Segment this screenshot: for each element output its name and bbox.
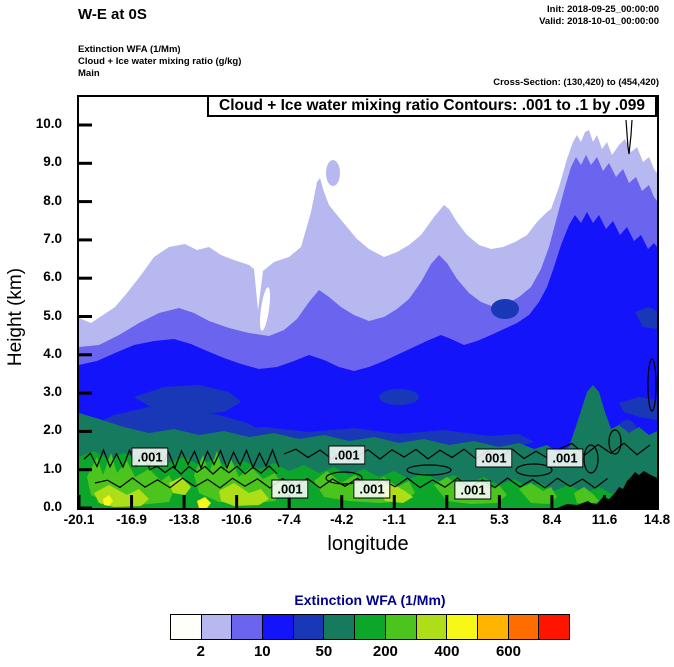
cloud-contour-label: .001 [454, 480, 492, 500]
cloud-contour-label: .001 [271, 479, 309, 499]
terrain [557, 471, 657, 508]
y-tick-label: 6.0 [43, 269, 62, 285]
colorbar-cell [539, 615, 569, 639]
colorbar-label: 50 [315, 643, 333, 660]
colorbar-cell [447, 615, 478, 639]
colorbar-label: 400 [434, 643, 460, 660]
colorbar-cell [201, 615, 233, 639]
x-tick-label: 8.4 [542, 512, 562, 527]
colorbar-cell [263, 615, 294, 639]
colorbar-cell [416, 615, 448, 639]
y-tick-label: 2.0 [43, 422, 62, 438]
colorbar [170, 614, 570, 640]
cloud-contour-label: .001 [546, 448, 584, 468]
y-tick-label: 7.0 [43, 230, 62, 246]
cloud-free-sliver [259, 287, 271, 331]
field-domain: Main [78, 68, 100, 79]
y-tick-label: 3.0 [43, 384, 62, 400]
x-tick-label: -4.2 [330, 512, 354, 527]
x-tick-label: -20.1 [63, 512, 95, 527]
x-tick-label: 11.6 [591, 512, 618, 527]
cross-section-coords: Cross-Section: (130,420) to (454,420) [493, 77, 659, 88]
y-tick-label: 8.0 [43, 192, 62, 208]
x-tick-label: -13.8 [168, 512, 200, 527]
extinction-fill-500-patches [103, 495, 211, 508]
colorbar-cell [355, 615, 386, 639]
colorbar-title: Extinction WFA (1/Mm) [294, 592, 446, 608]
colorbar-cell [508, 615, 540, 639]
x-tick-label: -16.9 [116, 512, 147, 527]
x-tick-label: -7.4 [277, 512, 301, 527]
y-tick-label: 10.0 [35, 116, 62, 131]
x-tick-label: 2.1 [437, 512, 457, 527]
colorbar-cell [293, 615, 325, 639]
plot-title: Cloud + Ice water mixing ratio Contours:… [207, 95, 657, 117]
x-tick-label: -1.1 [382, 512, 406, 527]
colorbar-cell [324, 615, 356, 639]
field-list: Extinction WFA (1/Mm) Cloud + Ice water … [78, 44, 241, 80]
colorbar-cell [232, 615, 264, 639]
contour-plot-svg [79, 97, 657, 508]
x-tick-label: 14.8 [643, 512, 671, 527]
axis-tick-marks [79, 123, 657, 508]
colorbar-cell [477, 615, 509, 639]
colorbar-cell [385, 615, 417, 639]
model-times: Init: 2018-09-25_00:00:00 Valid: 2018-10… [539, 4, 659, 28]
field-extinction: Extinction WFA (1/Mm) [78, 44, 181, 55]
y-tick-label: 5.0 [43, 307, 62, 323]
colorbar-cell [171, 615, 202, 639]
cloud-contour-label: .001 [353, 479, 391, 499]
y-tick-label: 0.0 [43, 499, 62, 514]
valid-time: Valid: 2018-10-01_00:00:00 [539, 16, 659, 27]
cloud-contour-spike [625, 119, 633, 155]
y-tick-label: 1.0 [43, 460, 62, 476]
cloud-contour-label: .001 [475, 448, 513, 468]
field-cloud-ice: Cloud + Ice water mixing ratio (g/kg) [78, 56, 242, 67]
page-title: W-E at 0S [78, 6, 147, 23]
colorbar-label: 10 [253, 643, 271, 660]
colorbar-label: 200 [372, 643, 398, 660]
plot-area: Cloud + Ice water mixing ratio Contours:… [77, 95, 659, 510]
x-axis-label: longitude [327, 533, 409, 555]
x-tick-label: -10.6 [221, 512, 253, 527]
init-time: Init: 2018-09-25_00:00:00 [547, 4, 659, 15]
colorbar-label: 2 [196, 643, 205, 660]
cloud-contour-label: .001 [328, 445, 366, 465]
x-tick-label: 5.3 [489, 512, 509, 527]
extinction-fill-2-detached-blob [326, 160, 340, 186]
y-tick-label: 4.0 [43, 345, 62, 361]
colorbar-label: 600 [495, 643, 521, 660]
cloud-contour-label: .001 [131, 447, 169, 467]
y-tick-label: 9.0 [43, 154, 62, 170]
